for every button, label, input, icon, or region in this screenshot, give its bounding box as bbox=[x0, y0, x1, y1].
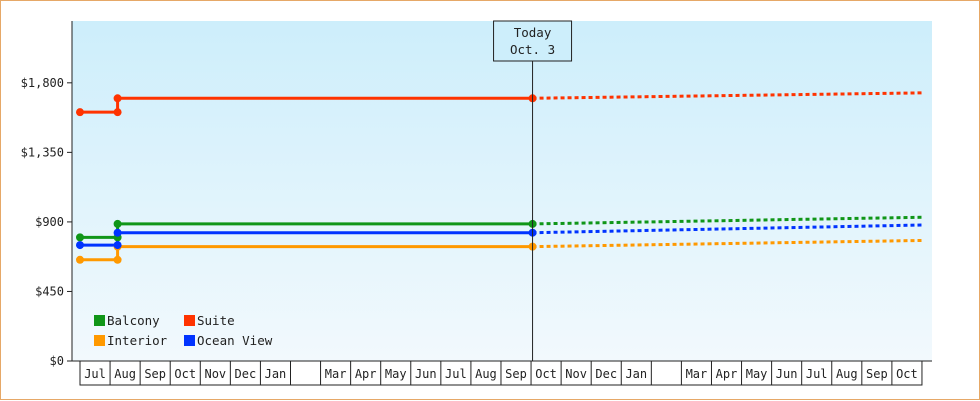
month-label: Jan bbox=[265, 367, 287, 381]
legend-label: Balcony bbox=[107, 313, 160, 328]
month-label: Oct bbox=[535, 367, 557, 381]
data-point bbox=[76, 233, 84, 242]
month-label: Sep bbox=[505, 367, 527, 381]
month-label: May bbox=[746, 367, 768, 381]
today-label: Today bbox=[514, 25, 552, 40]
forecast-line-balcony bbox=[532, 215, 922, 226]
data-point bbox=[113, 219, 122, 228]
month-label: Apr bbox=[355, 367, 377, 381]
month-label: Dec bbox=[235, 367, 257, 381]
y-tick-label: $450 bbox=[35, 284, 64, 298]
month-label: Oct bbox=[174, 367, 196, 381]
data-point bbox=[113, 94, 122, 103]
legend-swatch bbox=[94, 335, 105, 346]
month-label: Aug bbox=[836, 367, 858, 381]
month-label: Nov bbox=[204, 367, 226, 381]
today-date: Oct. 3 bbox=[510, 42, 555, 57]
y-tick-label: $900 bbox=[35, 215, 64, 229]
forecast-line-ocean-view bbox=[532, 223, 922, 235]
plot-area bbox=[72, 21, 932, 361]
month-label: Oct bbox=[896, 367, 918, 381]
today-box bbox=[493, 20, 573, 62]
data-point bbox=[113, 108, 122, 117]
month-label: Mar bbox=[686, 367, 708, 381]
legend-swatch bbox=[184, 335, 195, 346]
data-point bbox=[113, 228, 122, 237]
data-point bbox=[113, 255, 122, 264]
legend-swatch bbox=[184, 315, 195, 326]
month-label: Jun bbox=[776, 367, 798, 381]
month-label: Aug bbox=[114, 367, 136, 381]
y-tick-label: $0 bbox=[50, 354, 64, 368]
legend-swatch bbox=[94, 315, 105, 326]
month-label: May bbox=[385, 367, 407, 381]
data-point bbox=[76, 108, 84, 117]
month-label: Jul bbox=[445, 367, 467, 381]
month-label: Nov bbox=[565, 367, 587, 381]
forecast-line-suite bbox=[532, 91, 922, 100]
month-label: Jul bbox=[806, 367, 828, 381]
series-line-interior bbox=[80, 245, 533, 262]
month-label: Sep bbox=[866, 367, 888, 381]
month-label: Jan bbox=[625, 367, 647, 381]
y-tick-label: $1,350 bbox=[21, 145, 64, 159]
legend-label: Suite bbox=[197, 313, 235, 328]
series-line-suite bbox=[80, 96, 533, 114]
y-tick-label: $1,800 bbox=[21, 76, 64, 90]
month-label: Jul bbox=[84, 367, 106, 381]
month-label: Jun bbox=[415, 367, 437, 381]
data-point bbox=[76, 255, 84, 264]
legend-label: Ocean View bbox=[197, 333, 273, 348]
data-point bbox=[113, 241, 122, 250]
month-label: Aug bbox=[475, 367, 497, 381]
month-label: Apr bbox=[716, 367, 738, 381]
legend-label: Interior bbox=[107, 333, 168, 348]
month-label: Dec bbox=[595, 367, 617, 381]
data-point bbox=[76, 241, 84, 250]
month-label: Mar bbox=[325, 367, 347, 381]
month-label: Sep bbox=[144, 367, 166, 381]
forecast-line-interior bbox=[532, 238, 922, 249]
